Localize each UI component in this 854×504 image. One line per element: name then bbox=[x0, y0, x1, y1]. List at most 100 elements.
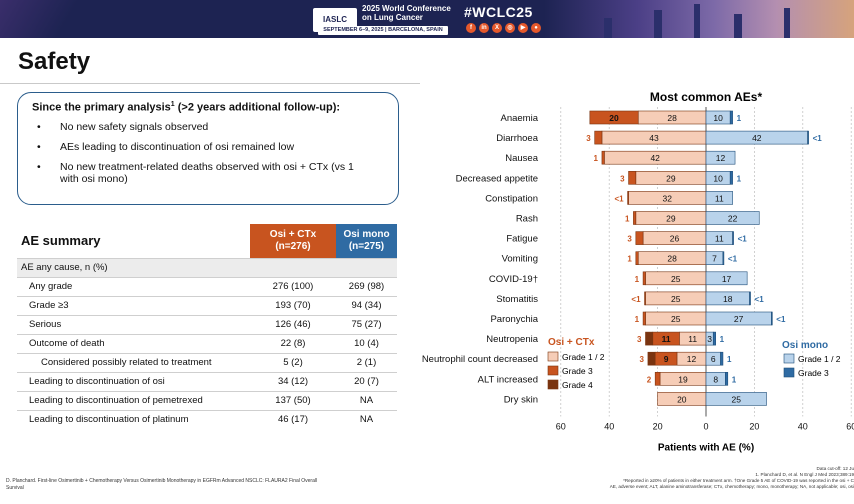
mono-bar-segment bbox=[807, 130, 809, 145]
summary-bullet: • No new safety signals observed bbox=[37, 120, 209, 133]
mono-extra-label: 1 bbox=[727, 355, 732, 364]
category-label: ALT increased bbox=[478, 374, 538, 385]
mono-bar-value: 10 bbox=[713, 113, 723, 123]
row-osi-value: 46 (17) bbox=[250, 409, 336, 429]
mono-bar-value: 22 bbox=[728, 214, 738, 224]
mono-bar-value: 27 bbox=[734, 314, 744, 324]
chart-title: Most common AEs* bbox=[650, 90, 763, 104]
mono-bar-value: 25 bbox=[732, 394, 742, 404]
osi-bar-segment bbox=[642, 271, 646, 286]
legend-osi-title: Osi + CTx bbox=[548, 337, 595, 348]
category-label: Paronychia bbox=[490, 314, 538, 325]
category-label: Stomatitis bbox=[496, 294, 538, 305]
osi-bar-segment bbox=[627, 191, 629, 205]
x-tick-label: 20 bbox=[749, 422, 759, 432]
osi-extra-label: 3 bbox=[637, 335, 642, 344]
osi-extra-label: 3 bbox=[639, 355, 644, 364]
x-tick-label: 40 bbox=[604, 422, 614, 432]
table-section-row: AE any cause, n (%) bbox=[17, 257, 397, 277]
summary-heading: Since the primary analysis1 (>2 years ad… bbox=[32, 101, 341, 114]
row-label: Leading to discontinuation of platinum bbox=[17, 409, 250, 429]
mono-bar-segment bbox=[720, 351, 724, 366]
osi-bar-segment bbox=[642, 311, 646, 326]
osi-extra-label: 1 bbox=[635, 275, 640, 284]
row-osi-value: 193 (70) bbox=[250, 295, 336, 315]
mono-extra-label: <1 bbox=[755, 295, 765, 304]
mono-bar-segment bbox=[705, 271, 748, 286]
category-label: Decreased appetite bbox=[456, 173, 538, 184]
osi-bar-value: 25 bbox=[671, 274, 681, 284]
mono-extra-label: 1 bbox=[732, 375, 737, 384]
category-label: Anaemia bbox=[501, 113, 539, 124]
osi-bar-segment bbox=[594, 130, 603, 145]
row-label: Leading to discontinuation of pemetrexed bbox=[17, 390, 250, 410]
osi-bar-value: 26 bbox=[670, 234, 680, 244]
osi-bar-segment bbox=[635, 251, 639, 265]
row-label: Grade ≥3 bbox=[17, 295, 250, 315]
row-mono-value: 75 (27) bbox=[336, 314, 397, 334]
mono-extra-label: <1 bbox=[728, 255, 738, 264]
table-row: Considered possibly related to treatment… bbox=[17, 352, 397, 372]
row-mono-value: 2 (1) bbox=[336, 352, 397, 372]
row-osi-value: 34 (12) bbox=[250, 371, 336, 391]
mono-extra-label: <1 bbox=[813, 134, 823, 143]
mono-bar-value: 17 bbox=[722, 274, 732, 284]
ae-summary-table: AE summary Osi + CTx (n=276) Osi mono (n=2… bbox=[17, 224, 397, 429]
mono-extra-label: 1 bbox=[737, 174, 742, 183]
osi-bar-value: 25 bbox=[671, 294, 681, 304]
footnote-cutoff: Data cut-off: 12 Ju bbox=[816, 466, 854, 471]
category-label: Neutrophil count decreased bbox=[422, 354, 538, 365]
header-osi-ctx: Osi + CTx (n=276) bbox=[250, 224, 336, 258]
osi-bar-value: 20 bbox=[677, 394, 687, 404]
osi-bar-segment bbox=[654, 371, 661, 386]
page-title: Safety bbox=[18, 48, 91, 75]
osi-extra-label: 3 bbox=[586, 134, 591, 143]
youtube-icon: ▶ bbox=[518, 23, 528, 33]
linkedin-icon: in bbox=[479, 23, 489, 33]
row-mono-value: NA bbox=[336, 409, 397, 429]
osi-bar-value: 28 bbox=[667, 113, 677, 123]
table-row: Any grade 276 (100) 269 (98) bbox=[17, 276, 397, 296]
row-label: Considered possibly related to treatment bbox=[17, 352, 250, 372]
category-label: Rash bbox=[516, 214, 538, 225]
title-divider bbox=[0, 83, 420, 84]
category-label: COVID-19† bbox=[489, 274, 538, 285]
osi-bar-segment bbox=[589, 110, 639, 125]
x-tick-label: 40 bbox=[798, 422, 808, 432]
osi-bar-value: 12 bbox=[687, 354, 697, 364]
osi-bar-value: 32 bbox=[663, 193, 673, 203]
category-label: Fatigue bbox=[506, 234, 538, 245]
osi-bar-segment bbox=[644, 291, 646, 306]
row-label: Leading to discontinuation of osi bbox=[17, 371, 250, 391]
conference-name: 2025 World Conference on Lung Cancer bbox=[362, 4, 451, 22]
row-osi-value: 126 (46) bbox=[250, 314, 336, 334]
mono-bar-value: 18 bbox=[723, 294, 733, 304]
mono-bar-segment bbox=[722, 251, 725, 265]
row-mono-value: 269 (98) bbox=[336, 276, 397, 296]
osi-bar-value: 19 bbox=[678, 374, 688, 384]
category-label: Diarrhoea bbox=[496, 133, 538, 144]
osi-bar-segment bbox=[633, 211, 637, 225]
row-label: Serious bbox=[17, 314, 250, 334]
row-osi-value: 22 (8) bbox=[250, 333, 336, 353]
row-mono-value: 20 (7) bbox=[336, 371, 397, 391]
mono-bar-value: 42 bbox=[752, 133, 762, 143]
mono-bar-segment bbox=[729, 171, 733, 185]
mono-bar-segment bbox=[725, 371, 729, 386]
table-row: Grade ≥3 193 (70) 94 (34) bbox=[17, 295, 397, 315]
osi-extra-label: 1 bbox=[625, 215, 630, 224]
table-title: AE summary bbox=[21, 233, 101, 249]
banner-left-art bbox=[0, 0, 120, 38]
mono-bar-segment bbox=[705, 191, 733, 205]
mono-bar-value: 7 bbox=[712, 254, 717, 264]
legend-mono-item: Grade 3 bbox=[798, 368, 829, 378]
row-mono-value: NA bbox=[336, 390, 397, 410]
osi-extra-label: 1 bbox=[627, 255, 632, 264]
row-osi-value: 137 (50) bbox=[250, 390, 336, 410]
osi-bar-value: 9 bbox=[664, 354, 669, 364]
legend-osi-swatch bbox=[547, 351, 559, 362]
legend-osi-item: Grade 4 bbox=[562, 380, 593, 390]
legend-osi-swatch bbox=[547, 379, 559, 390]
mono-bar-segment bbox=[712, 331, 716, 346]
summary-box: Since the primary analysis1 (>2 years ad… bbox=[17, 92, 399, 205]
